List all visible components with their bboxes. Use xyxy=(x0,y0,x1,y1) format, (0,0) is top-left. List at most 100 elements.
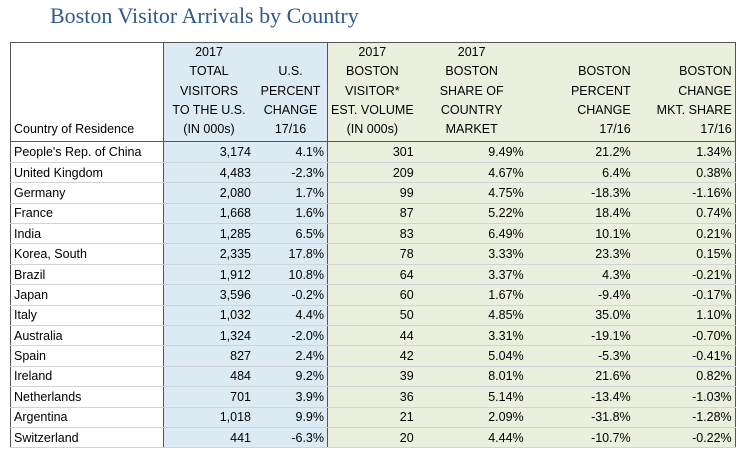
table-row: Germany 2,080 1.7% 99 4.75% -18.3% -1.16% xyxy=(10,182,736,204)
table-row: Netherlands 701 3.9% 36 5.14% -13.4% -1.03% xyxy=(10,386,736,408)
mkt-share-change-cell: -0.21% xyxy=(633,264,736,286)
visitor-arrivals-table: Country of Residence 2017 TOTAL VISITORS TO… xyxy=(10,41,736,449)
table-row: Brazil 1,912 10.8% 64 3.37% 4.3% -0.21% xyxy=(10,264,736,286)
us-visitors-cell: 1,018 xyxy=(163,407,254,428)
boston-volume-cell: 301 xyxy=(327,141,417,163)
country-cell: Argentina xyxy=(10,407,164,428)
us-change-cell: -6.3% xyxy=(254,427,328,449)
country-cell: Australia xyxy=(10,325,164,347)
us-change-cell: 1.6% xyxy=(254,203,328,225)
header-line: 17/16 xyxy=(599,122,631,137)
us-visitors-cell: 1,032 xyxy=(163,305,254,327)
table-row: Australia 1,324 -2.0% 44 3.31% -19.1% -0.70% xyxy=(10,325,736,347)
country-cell: Korea, South xyxy=(10,243,164,265)
header-line: 2017 xyxy=(195,45,223,59)
header-us-change: U.S. PERCENT CHANGE 17/16 xyxy=(254,41,328,143)
boston-change-cell: -18.3% xyxy=(526,182,634,204)
boston-volume-cell: 44 xyxy=(327,325,417,347)
table-row: India 1,285 6.5% 83 6.49% 10.1% 0.21% xyxy=(10,223,736,245)
header-boston-volume: 2017 BOSTON VISITOR* EST. VOLUME (IN 000s) xyxy=(327,41,417,143)
header-line: CHANGE xyxy=(678,83,732,98)
header-line: CHANGE xyxy=(577,102,631,117)
header-line: SHARE OF xyxy=(439,83,504,98)
header-line: 17/16 xyxy=(274,122,307,137)
boston-volume-cell: 21 xyxy=(327,407,417,428)
country-cell: France xyxy=(10,203,164,225)
boston-volume-cell: 60 xyxy=(327,284,417,306)
header-line: (IN 000s) xyxy=(183,122,235,137)
header-boston-change: BOSTON PERCENT CHANGE 17/16 xyxy=(526,41,634,143)
header-line: U.S. xyxy=(278,64,303,79)
mkt-share-change-cell: -0.41% xyxy=(633,345,736,367)
header-line: 17/16 xyxy=(700,122,732,137)
boston-share-cell: 4.44% xyxy=(416,427,527,449)
header-line: BOSTON xyxy=(578,64,631,79)
header-us-visitors: 2017 TOTAL VISITORS TO THE U.S. (IN 000s) xyxy=(163,41,254,143)
header-line: VISITORS xyxy=(179,83,239,98)
boston-change-cell: 21.2% xyxy=(526,141,634,163)
us-visitors-cell: 4,483 xyxy=(163,162,254,184)
us-change-cell: -0.2% xyxy=(254,284,328,306)
header-line: MKT. SHARE xyxy=(656,102,732,117)
us-change-cell: 2.4% xyxy=(254,345,328,367)
boston-volume-cell: 78 xyxy=(327,243,417,265)
us-change-cell: 3.9% xyxy=(254,386,328,408)
mkt-share-change-cell: 0.15% xyxy=(633,243,736,265)
table-row: Switzerland 441 -6.3% 20 4.44% -10.7% -0.22% xyxy=(10,427,736,449)
boston-share-cell: 5.22% xyxy=(416,203,527,225)
table-row: People's Rep. of China 3,174 4.1% 301 9.49% 2… xyxy=(10,141,736,163)
table-row: Italy 1,032 4.4% 50 4.85% 35.0% 1.10% xyxy=(10,305,736,327)
table-row: Korea, South 2,335 17.8% 78 3.33% 23.3% 0.15% xyxy=(10,243,736,265)
boston-change-cell: 23.3% xyxy=(526,243,634,265)
table-row: Argentina 1,018 9.9% 21 2.09% -31.8% -1.28% xyxy=(10,407,736,428)
table-row: France 1,668 1.6% 87 5.22% 18.4% 0.74% xyxy=(10,203,736,225)
us-visitors-cell: 1,285 xyxy=(163,223,254,245)
boston-change-cell: 6.4% xyxy=(526,162,634,184)
header-line: (IN 000s) xyxy=(346,122,399,137)
mkt-share-change-cell: 1.34% xyxy=(633,141,736,163)
us-change-cell: -2.0% xyxy=(254,325,328,347)
table-row: United Kingdom 4,483 -2.3% 209 4.67% 6.4% 0.38… xyxy=(10,162,736,184)
us-visitors-cell: 3,174 xyxy=(163,141,254,163)
mkt-share-change-cell: -0.17% xyxy=(633,284,736,306)
us-visitors-cell: 1,668 xyxy=(163,203,254,225)
header-line: BOSTON xyxy=(445,64,498,79)
mkt-share-change-cell: -1.28% xyxy=(633,407,736,428)
boston-volume-cell: 83 xyxy=(327,223,417,245)
header-line: EST. VOLUME xyxy=(331,102,414,117)
boston-change-cell: -31.8% xyxy=(526,407,634,428)
header-line: CHANGE xyxy=(263,102,318,117)
mkt-share-change-cell: 0.74% xyxy=(633,203,736,225)
boston-change-cell: -5.3% xyxy=(526,345,634,367)
boston-volume-cell: 36 xyxy=(327,386,417,408)
us-visitors-cell: 1,324 xyxy=(163,325,254,347)
header-line: BOSTON xyxy=(679,64,732,79)
mkt-share-change-cell: 1.10% xyxy=(633,305,736,327)
boston-share-cell: 4.85% xyxy=(416,305,527,327)
us-change-cell: 9.2% xyxy=(254,366,328,388)
page-title: Boston Visitor Arrivals by Country xyxy=(50,3,359,28)
mkt-share-change-cell: 0.38% xyxy=(633,162,736,184)
boston-volume-cell: 39 xyxy=(327,366,417,388)
country-cell: United Kingdom xyxy=(10,162,164,184)
country-cell: Switzerland xyxy=(10,427,164,449)
boston-change-cell: 18.4% xyxy=(526,203,634,225)
boston-change-cell: -13.4% xyxy=(526,386,634,408)
boston-share-cell: 9.49% xyxy=(416,141,527,163)
mkt-share-change-cell: 0.21% xyxy=(633,223,736,245)
us-visitors-cell: 3,596 xyxy=(163,284,254,306)
us-visitors-cell: 2,335 xyxy=(163,243,254,265)
header-line: COUNTRY xyxy=(440,102,503,117)
header-line xyxy=(637,44,732,63)
header-line: BOSTON xyxy=(346,64,399,79)
boston-change-cell: 4.3% xyxy=(526,264,634,286)
country-cell: Germany xyxy=(10,182,164,204)
country-cell: People's Rep. of China xyxy=(10,141,164,163)
table-header-row: Country of Residence 2017 TOTAL VISITORS TO… xyxy=(10,41,736,143)
us-change-cell: 10.8% xyxy=(254,264,328,286)
header-line: PERCENT xyxy=(570,83,631,98)
header-line: TO THE U.S. xyxy=(172,102,246,117)
boston-volume-cell: 50 xyxy=(327,305,417,327)
country-cell: Brazil xyxy=(10,264,164,286)
header-country: Country of Residence xyxy=(10,41,164,143)
